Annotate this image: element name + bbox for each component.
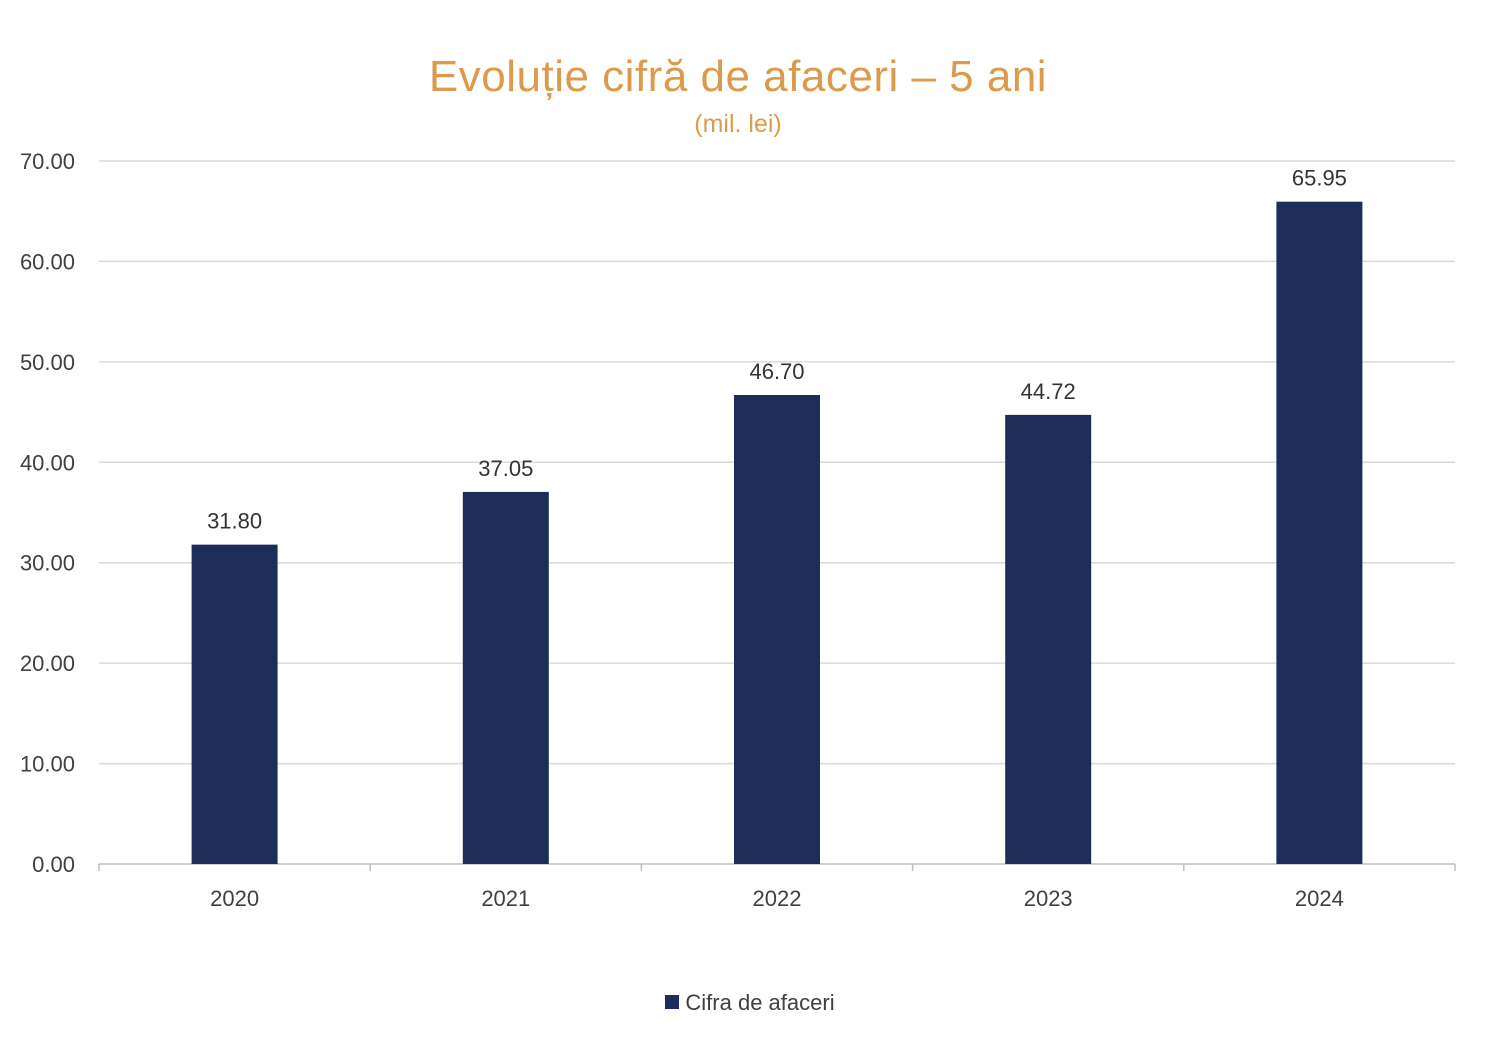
legend: Cifra de afaceri (0, 990, 1500, 1016)
y-tick-label: 30.00 (20, 551, 75, 576)
bar (462, 491, 549, 864)
y-tick-label: 40.00 (20, 450, 75, 475)
chart-title: Evoluție cifră de afaceri – 5 ani (428, 52, 1048, 101)
data-label: 46.70 (749, 359, 804, 384)
y-tick-label: 50.00 (20, 350, 75, 375)
bar-chart: 0.00 10.00 20.00 30.00 40.00 50.00 60.00 70.00 3… (20, 149, 1456, 911)
x-tick-label: 2020 (210, 886, 259, 911)
legend-label: Cifra de afaceri (685, 990, 835, 1015)
y-tick-label: 60.00 (20, 249, 75, 274)
data-label: 37.05 (478, 456, 533, 481)
data-label: 65.95 (1292, 166, 1347, 191)
x-tick-label: 2022 (753, 886, 802, 911)
y-tick-label: 70.00 (20, 149, 75, 174)
legend-swatch (665, 995, 680, 1009)
y-tick-label: 0.00 (32, 852, 75, 877)
data-label: 31.80 (207, 509, 262, 534)
x-tick-label: 2023 (1024, 886, 1073, 911)
bar (734, 394, 820, 864)
y-tick-label: 20.00 (20, 651, 75, 676)
bar (1005, 414, 1092, 864)
x-tick-label: 2024 (1295, 886, 1344, 911)
chart-subtitle: (mil. lei) (694, 110, 782, 138)
bar (191, 544, 278, 864)
y-tick-label: 10.00 (20, 752, 75, 777)
bar (1276, 201, 1363, 864)
x-tick-label: 2021 (481, 886, 530, 911)
data-label: 44.72 (1021, 379, 1076, 404)
